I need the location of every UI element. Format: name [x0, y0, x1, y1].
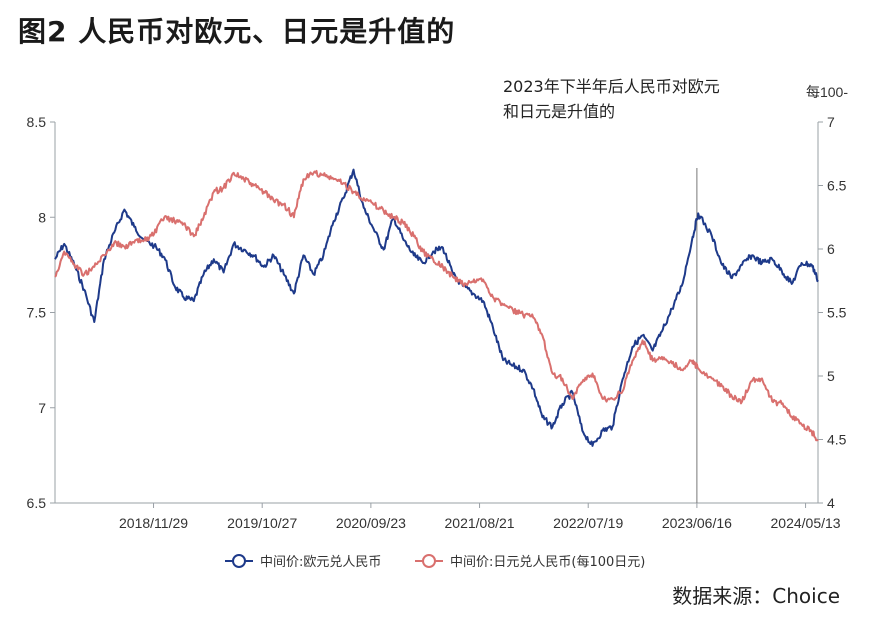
legend-label-0: 中间价:欧元兑人民币: [260, 555, 381, 570]
x-tick-label: 2020/09/23: [336, 515, 406, 531]
legend[interactable]: 中间价:欧元兑人民币 中间价:日元兑人民币(每100日元): [225, 554, 645, 570]
right-tick-label: 6.5: [827, 178, 847, 194]
legend-marker-1: [422, 554, 436, 568]
x-tick-label: 2024/05/13: [771, 515, 841, 531]
annotation-line-1: 2023年下半年后人民币对欧元: [503, 77, 720, 96]
right-tick-label: 4.5: [827, 432, 847, 448]
left-tick-label: 7: [38, 400, 46, 416]
x-tick-label: 2021/08/21: [445, 515, 515, 531]
series-line-eur: [54, 168, 819, 447]
left-tick-label: 7.5: [27, 305, 47, 321]
right-tick-label: 6: [827, 241, 835, 257]
chart-title: 图2 人民币对欧元、日元是升值的: [18, 15, 456, 48]
left-tick-label: 8.5: [27, 114, 47, 130]
left-tick-label: 6.5: [27, 495, 47, 511]
right-tick-label: 5: [827, 368, 835, 384]
series-line-jpy: [54, 169, 819, 442]
annotation-line-2: 和日元是升值的: [503, 102, 615, 121]
left-tick-label: 8: [38, 209, 46, 225]
annotation-group: 2023年下半年后人民币对欧元 和日元是升值的 每100-: [503, 77, 848, 121]
x-tick-label: 2022/07/19: [553, 515, 623, 531]
legend-marker-0: [232, 554, 246, 568]
x-tick-label: 2023/06/16: [662, 515, 732, 531]
right-tick-label: 4: [827, 495, 835, 511]
right-tick-label: 7: [827, 114, 835, 130]
legend-label-1: 中间价:日元兑人民币(每100日元): [450, 554, 645, 570]
x-tick-label: 2018/11/29: [119, 515, 188, 531]
axes: 6.5 7 7.5 8 8.5 4 4.5 5 5.5 6 6.5 7 2018/11/29 2019/1…: [27, 114, 847, 531]
source-note: 数据来源：Choice: [672, 584, 840, 608]
right-axis-unit-label: 每100-: [806, 84, 848, 100]
right-tick-label: 5.5: [827, 305, 847, 321]
series-group: [54, 168, 819, 447]
x-tick-label: 2019/10/27: [227, 515, 297, 531]
